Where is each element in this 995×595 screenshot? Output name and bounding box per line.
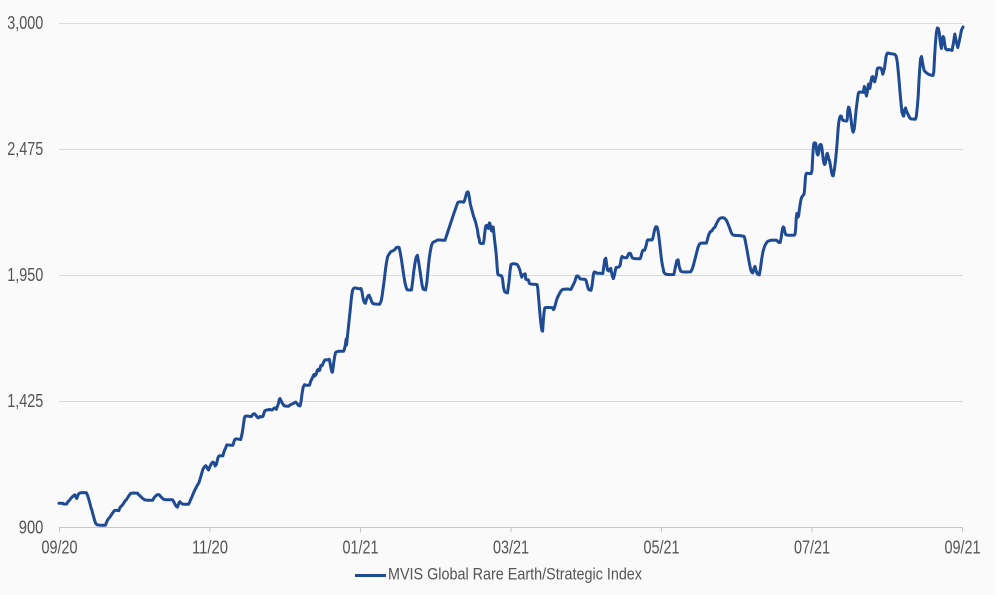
svg-text:01/21: 01/21 [343, 538, 379, 558]
svg-text:2,475: 2,475 [7, 139, 43, 159]
svg-text:09/20: 09/20 [42, 538, 78, 558]
svg-text:1,425: 1,425 [7, 391, 43, 411]
svg-text:3,000: 3,000 [7, 13, 43, 33]
svg-text:11/20: 11/20 [192, 538, 228, 558]
svg-text:07/21: 07/21 [794, 538, 830, 558]
svg-text:1,950: 1,950 [7, 265, 43, 285]
svg-text:03/21: 03/21 [493, 538, 529, 558]
svg-text:09/21: 09/21 [945, 538, 981, 558]
svg-text:MVIS Global Rare Earth/Strateg: MVIS Global Rare Earth/Strategic Index [388, 564, 642, 583]
svg-text:900: 900 [19, 518, 44, 538]
svg-text:05/21: 05/21 [644, 538, 680, 558]
